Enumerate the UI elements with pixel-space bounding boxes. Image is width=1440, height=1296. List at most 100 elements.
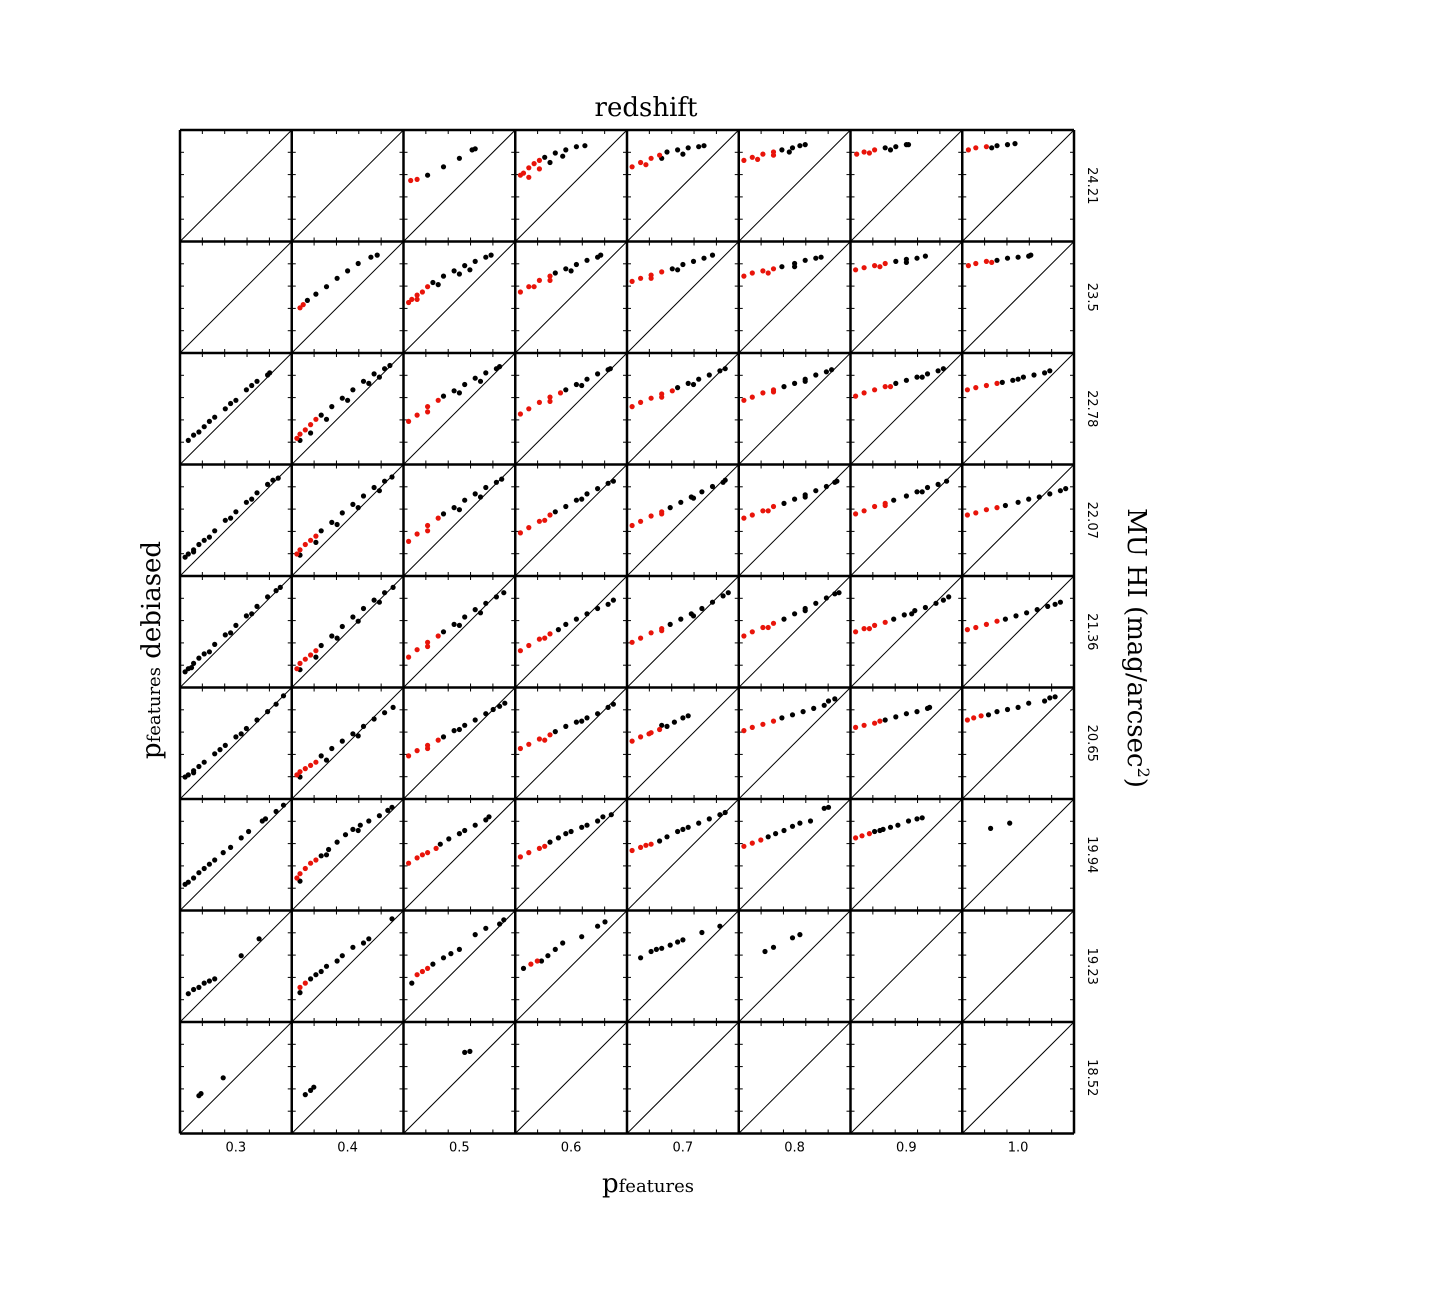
data-point-red (765, 508, 771, 514)
data-point-red (536, 736, 543, 742)
data-point-red (302, 656, 308, 662)
data-point (390, 704, 396, 711)
data-point-red (973, 510, 979, 516)
data-point (323, 284, 330, 290)
data-point-red (648, 155, 654, 161)
data-point (909, 611, 915, 617)
data-point (701, 143, 707, 149)
data-point (374, 252, 380, 258)
reference-line (179, 464, 293, 577)
data-point (919, 374, 925, 380)
data-point-red (882, 502, 888, 509)
data-point-red (638, 635, 644, 641)
data-point (922, 604, 929, 611)
data-point-red (313, 416, 319, 422)
data-point (318, 528, 324, 534)
data-point (560, 153, 566, 159)
data-point (212, 857, 218, 863)
data-point-red (435, 397, 441, 403)
data-point (238, 953, 244, 959)
reference-line (961, 241, 1075, 354)
data-point (334, 839, 340, 845)
data-point (725, 590, 731, 596)
data-point (456, 622, 462, 629)
data-point (350, 826, 356, 833)
data-point (1042, 698, 1048, 704)
reference-line (179, 241, 293, 354)
data-point (451, 728, 457, 734)
data-point (685, 713, 691, 719)
panel-grid: 0.3 0.4 0.5 0.6 0.7 0.8 0.9 1.0 24.21 23.5 22.78 22… (178, 128, 1099, 1156)
data-point (345, 397, 351, 403)
data-point (355, 827, 361, 834)
data-point-red (983, 507, 990, 513)
data-point-red (965, 147, 972, 153)
data-point (560, 940, 566, 946)
data-point (497, 921, 503, 927)
data-point (201, 759, 207, 765)
data-point-red (536, 518, 543, 524)
y-axis-label-sub: features (144, 667, 165, 742)
data-point (326, 846, 332, 853)
reference-line (626, 575, 740, 688)
data-point-red (297, 547, 303, 553)
data-point (792, 264, 798, 270)
data-point-red (861, 508, 867, 514)
reference-line (738, 687, 851, 800)
data-point (573, 261, 580, 268)
data-point (667, 942, 673, 948)
data-point (573, 719, 580, 725)
data-point-red (648, 395, 654, 401)
data-point (390, 584, 396, 591)
reference-line (514, 464, 628, 577)
data-point (552, 270, 558, 276)
data-point-red (643, 162, 649, 168)
row-label: 19.94 (1084, 836, 1099, 873)
data-point (206, 861, 212, 867)
data-point-red (425, 643, 431, 650)
data-point (903, 493, 910, 499)
data-point (382, 478, 388, 484)
data-point (323, 757, 330, 763)
data-point (472, 146, 478, 152)
data-point (477, 494, 484, 500)
data-point (201, 537, 207, 543)
data-point (430, 279, 436, 286)
data-point-red (861, 722, 867, 728)
data-point (872, 828, 878, 835)
data-point (483, 925, 489, 931)
data-point (360, 378, 367, 384)
data-point (818, 254, 824, 260)
data-point (201, 424, 207, 430)
data-point-red (861, 149, 867, 155)
data-point (249, 611, 255, 617)
data-point-red (765, 624, 771, 631)
data-point (563, 503, 569, 510)
data-point (675, 385, 681, 391)
data-point (912, 608, 918, 614)
column-label: 0.3 (226, 1141, 247, 1156)
data-point (709, 599, 716, 605)
data-point-red (557, 390, 564, 396)
data-point (946, 594, 952, 600)
data-point (277, 584, 283, 591)
data-point (821, 702, 827, 708)
data-point (212, 976, 218, 982)
data-point (802, 494, 808, 500)
data-point (832, 591, 838, 597)
data-point (595, 605, 601, 612)
data-point-red (853, 629, 859, 635)
reference-line (514, 241, 628, 354)
reference-line (179, 575, 293, 688)
data-point (893, 258, 899, 264)
column-label: 0.8 (784, 1141, 805, 1156)
data-point-red (741, 397, 747, 403)
data-point (185, 991, 191, 997)
data-point (802, 257, 808, 263)
data-point (919, 489, 925, 495)
data-point (944, 478, 950, 484)
data-point (1004, 706, 1011, 713)
data-point-red (629, 278, 635, 284)
column-label: 0.4 (337, 1141, 358, 1156)
data-point-red (638, 734, 644, 740)
